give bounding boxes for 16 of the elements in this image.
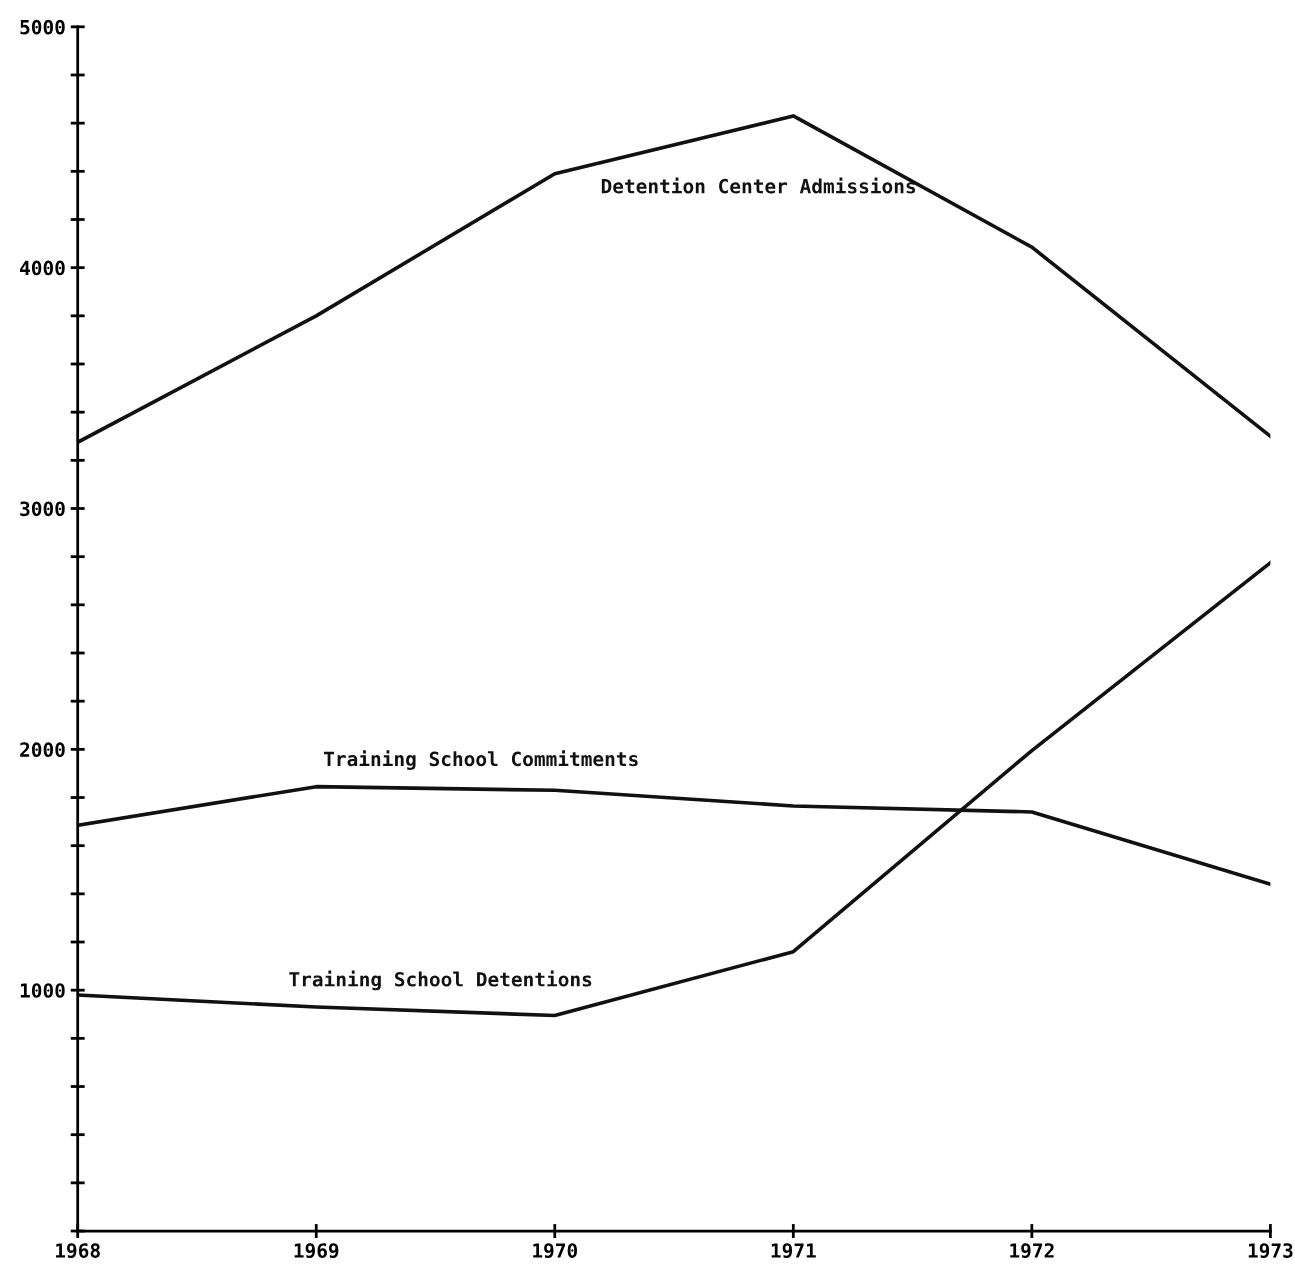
x-tick-label: 1971 bbox=[771, 1243, 816, 1258]
x-tick-label: 1970 bbox=[533, 1243, 578, 1258]
y-tick-label: 4000 bbox=[20, 260, 65, 276]
series-label: Training School Detentions bbox=[289, 970, 592, 991]
line-series bbox=[77, 560, 1271, 1018]
y-tick-label: 1000 bbox=[20, 983, 65, 998]
x-tick-label: 1973 bbox=[1248, 1243, 1293, 1258]
x-tick-label: 1969 bbox=[294, 1243, 339, 1258]
series-label: Training School Commitments bbox=[324, 750, 638, 770]
y-tick-label: 5000 bbox=[20, 19, 65, 35]
series-label: Detention Center Admissions bbox=[601, 177, 916, 194]
x-tick-label: 1972 bbox=[1010, 1243, 1054, 1258]
x-tick-label: 1968 bbox=[56, 1243, 100, 1258]
y-tick-label: 3000 bbox=[20, 501, 65, 517]
y-tick-label: 2000 bbox=[20, 742, 65, 758]
line-series bbox=[77, 114, 1271, 445]
